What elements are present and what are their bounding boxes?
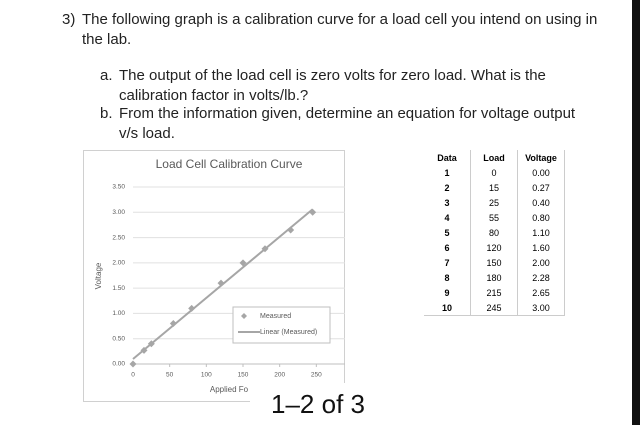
- edge: [632, 0, 640, 425]
- data-point: [169, 320, 177, 328]
- item-text: The output of the load cell is zero volt…: [119, 67, 546, 104]
- legend-label: Measured: [260, 313, 291, 320]
- table-cell: 5: [424, 225, 471, 240]
- legend-marker: [241, 313, 247, 319]
- table-cell: 2: [424, 180, 471, 195]
- table-cell: 0.27: [517, 180, 565, 195]
- table-cell: 8: [424, 270, 471, 285]
- table-row: 1 0 0.00: [424, 165, 565, 180]
- table-cell: 2.28: [517, 270, 565, 285]
- data-point: [129, 360, 137, 368]
- y-tick-label: 2.50: [112, 234, 125, 241]
- y-tick-label: 3.00: [112, 209, 125, 216]
- item-label: b.: [100, 105, 113, 122]
- data-point: [140, 346, 148, 354]
- table-row: 10 245 3.00: [424, 300, 565, 316]
- data-point: [188, 304, 196, 312]
- table-cell: 9: [424, 285, 471, 300]
- table-cell: 120: [470, 240, 518, 255]
- chart-frame: [83, 150, 345, 402]
- chart-title: Load Cell Calibration Curve: [156, 157, 303, 171]
- table-row: 7 150 2.00: [424, 255, 565, 270]
- table-cell: 2.65: [517, 285, 565, 300]
- legend-label: Linear (Measured): [260, 329, 317, 336]
- item-text: From the information given, determine an…: [119, 105, 576, 142]
- table-cell: 1.10: [517, 225, 565, 240]
- table-cell: 180: [470, 270, 518, 285]
- x-tick-label: 200: [274, 372, 285, 379]
- table-cell: 0.40: [517, 195, 565, 210]
- x-tick-label: 250: [311, 372, 322, 379]
- table-cell: 245: [470, 300, 518, 316]
- table-row: 5 80 1.10: [424, 225, 565, 240]
- table-cell: 6: [424, 240, 471, 255]
- question-number: 3): [62, 11, 76, 28]
- item-label: a.: [100, 67, 113, 84]
- y-tick-label: 1.50: [112, 285, 125, 292]
- column-header: Data: [424, 150, 471, 165]
- table-cell: 215: [470, 285, 518, 300]
- page-indicator: 1–2 of 3: [250, 383, 386, 425]
- y-tick-label: 3.50: [112, 184, 125, 191]
- table-row: 2 15 0.27: [424, 180, 565, 195]
- data-point: [239, 259, 247, 267]
- table-cell: 1: [424, 165, 471, 180]
- x-tick-label: 50: [166, 372, 174, 379]
- table-cell: 150: [470, 255, 518, 270]
- data-point: [147, 340, 155, 348]
- table-row: 3 25 0.40: [424, 195, 565, 210]
- y-tick-label: 0.50: [112, 335, 125, 342]
- table-row: 4 55 0.80: [424, 210, 565, 225]
- table-cell: 0.80: [517, 210, 565, 225]
- x-tick-label: 0: [131, 372, 135, 379]
- table-row: 8 180 2.28: [424, 270, 565, 285]
- question-text: The following graph is a calibration cur…: [82, 11, 598, 48]
- y-tick-label: 0.00: [112, 361, 125, 368]
- table-cell: 0.00: [517, 165, 565, 180]
- data-point: [261, 245, 269, 253]
- table-cell: 80: [470, 225, 518, 240]
- y-tick-label: 1.00: [112, 310, 125, 317]
- table-row: 9 215 2.65: [424, 285, 565, 300]
- data-point: [287, 226, 295, 234]
- x-tick-label: 150: [238, 372, 249, 379]
- table-cell: 55: [470, 210, 518, 225]
- x-tick-label: 100: [201, 372, 212, 379]
- data-point: [309, 208, 317, 216]
- table-cell: 1.60: [517, 240, 565, 255]
- table-cell: 3: [424, 195, 471, 210]
- x-axis-label: Applied Fo: [210, 385, 249, 394]
- column-header: Voltage: [517, 150, 565, 165]
- table-cell: 3.00: [517, 300, 565, 316]
- table-cell: 25: [470, 195, 518, 210]
- data-table: Data Load Voltage 1 0 0.00 2 15 0.27 3 25 0.40 4 55 0.…: [424, 150, 565, 316]
- table-cell: 10: [424, 300, 471, 316]
- data-point: [217, 279, 225, 287]
- chart: Load Cell Calibration Curve Applied Fo V…: [83, 150, 345, 402]
- table-cell: 4: [424, 210, 471, 225]
- legend-box: [232, 306, 331, 344]
- table-cell: 0: [470, 165, 518, 180]
- table-cell: 15: [470, 180, 518, 195]
- y-axis-label: Voltage: [94, 262, 103, 289]
- table-cell: 7: [424, 255, 471, 270]
- table-cell: 2.00: [517, 255, 565, 270]
- column-header: Load: [470, 150, 518, 165]
- y-tick-label: 2.00: [112, 260, 125, 267]
- table-row: 6 120 1.60: [424, 240, 565, 255]
